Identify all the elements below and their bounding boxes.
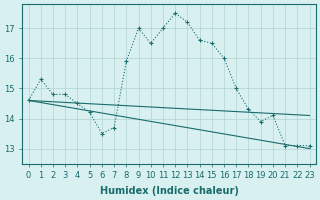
X-axis label: Humidex (Indice chaleur): Humidex (Indice chaleur) bbox=[100, 186, 238, 196]
